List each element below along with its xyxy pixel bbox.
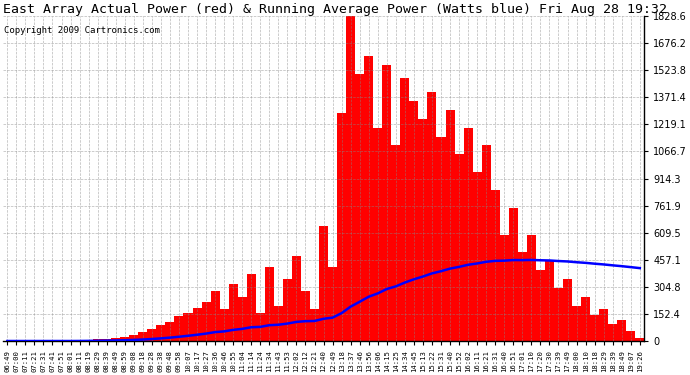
- Bar: [337, 114, 346, 341]
- Bar: [328, 267, 337, 341]
- Bar: [518, 252, 527, 341]
- Text: Copyright 2009 Cartronics.com: Copyright 2009 Cartronics.com: [4, 26, 160, 34]
- Bar: [364, 57, 373, 341]
- Bar: [93, 339, 102, 341]
- Bar: [599, 309, 608, 341]
- Bar: [437, 136, 446, 341]
- Bar: [247, 274, 256, 341]
- Bar: [391, 146, 400, 341]
- Bar: [545, 261, 554, 341]
- Bar: [500, 234, 509, 341]
- Bar: [319, 226, 328, 341]
- Bar: [175, 316, 184, 341]
- Bar: [166, 322, 175, 341]
- Bar: [111, 338, 120, 341]
- Bar: [428, 92, 437, 341]
- Bar: [563, 279, 572, 341]
- Bar: [409, 101, 418, 341]
- Bar: [219, 309, 228, 341]
- Bar: [473, 172, 482, 341]
- Bar: [148, 329, 157, 341]
- Bar: [129, 335, 138, 341]
- Text: East Array Actual Power (red) & Running Average Power (Watts blue) Fri Aug 28 19: East Array Actual Power (red) & Running …: [3, 3, 667, 16]
- Bar: [102, 339, 111, 341]
- Bar: [210, 291, 219, 341]
- Bar: [581, 297, 590, 341]
- Bar: [138, 332, 148, 341]
- Bar: [635, 338, 644, 341]
- Bar: [536, 270, 545, 341]
- Bar: [75, 340, 84, 341]
- Bar: [618, 320, 627, 341]
- Bar: [201, 302, 210, 341]
- Bar: [608, 324, 618, 341]
- Bar: [418, 119, 428, 341]
- Bar: [491, 190, 500, 341]
- Bar: [292, 256, 301, 341]
- Bar: [373, 128, 382, 341]
- Bar: [283, 279, 292, 341]
- Bar: [400, 78, 409, 341]
- Bar: [120, 337, 129, 341]
- Bar: [455, 154, 464, 341]
- Bar: [193, 308, 201, 341]
- Bar: [228, 284, 238, 341]
- Bar: [554, 288, 563, 341]
- Bar: [84, 340, 93, 341]
- Bar: [346, 16, 355, 341]
- Bar: [265, 267, 274, 341]
- Bar: [464, 128, 473, 341]
- Bar: [382, 65, 391, 341]
- Bar: [238, 297, 247, 341]
- Bar: [256, 313, 265, 341]
- Bar: [527, 234, 536, 341]
- Bar: [627, 331, 635, 341]
- Bar: [274, 306, 283, 341]
- Bar: [301, 291, 310, 341]
- Bar: [310, 309, 319, 341]
- Bar: [482, 146, 491, 341]
- Bar: [157, 325, 166, 341]
- Bar: [590, 315, 599, 341]
- Bar: [446, 110, 455, 341]
- Bar: [184, 313, 193, 341]
- Bar: [355, 74, 364, 341]
- Bar: [572, 306, 581, 341]
- Bar: [509, 208, 518, 341]
